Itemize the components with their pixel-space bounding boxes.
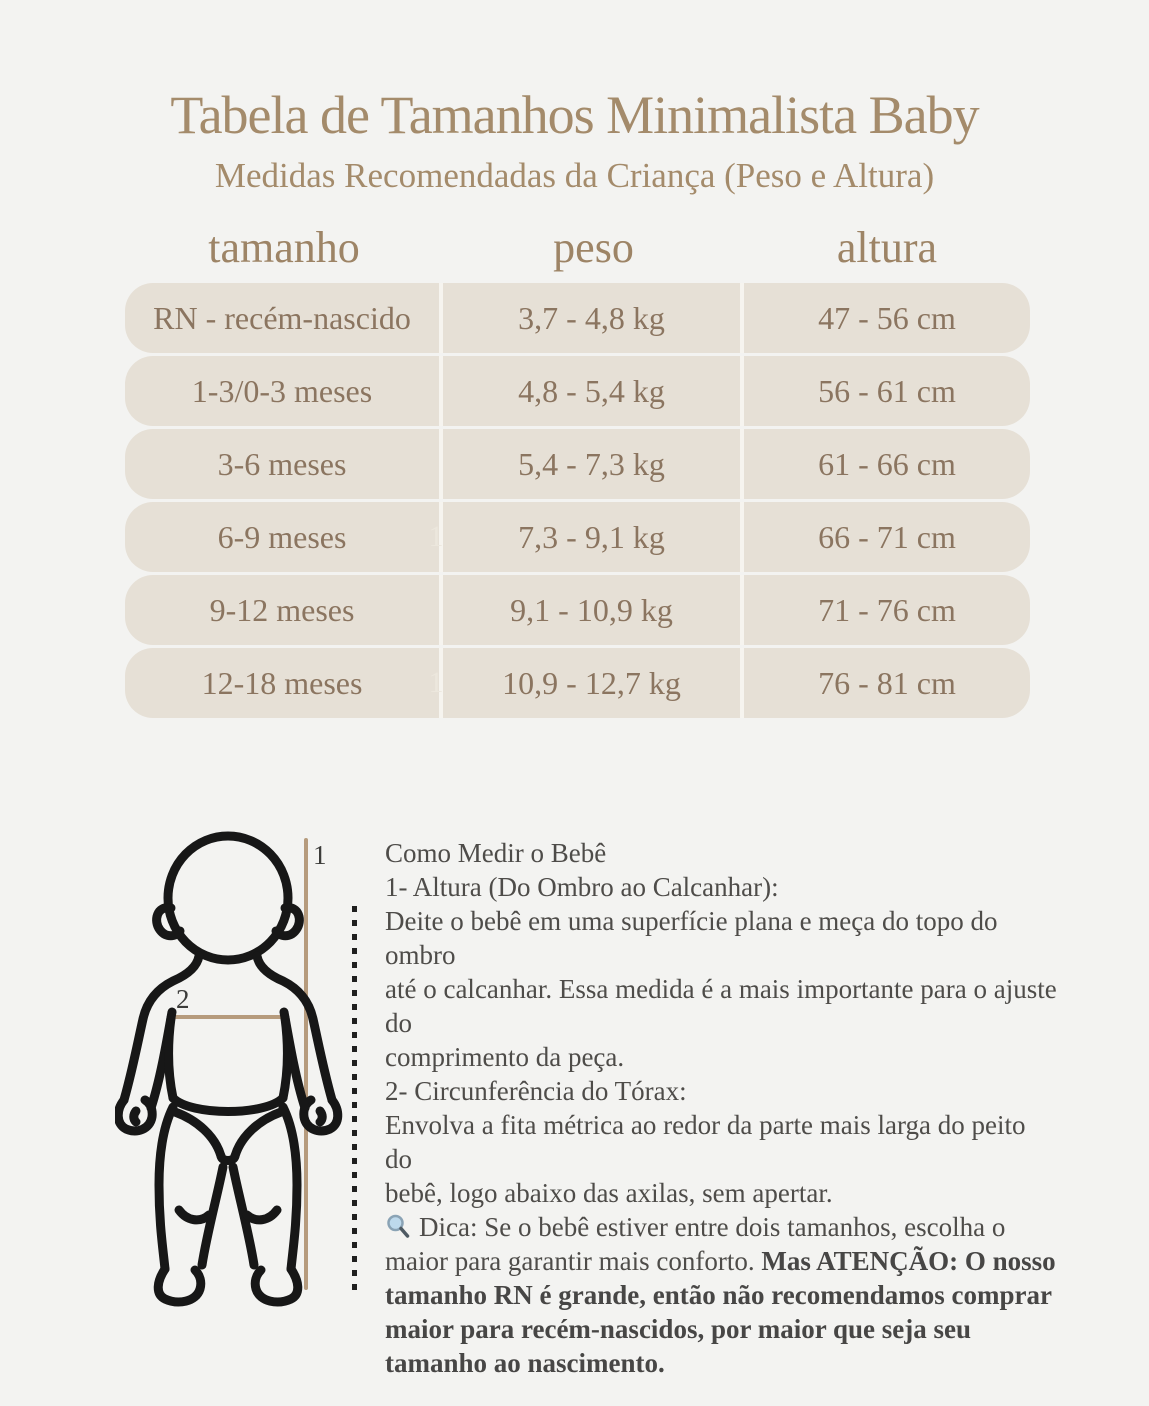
- height-cell: 66 - 71 cm: [818, 518, 956, 555]
- column-header-peso: peso: [553, 222, 634, 272]
- page-subtitle: Medidas Recomendadas da Criança (Peso e …: [214, 156, 935, 195]
- weight-cell: 5,4 - 7,3 kg: [443, 429, 744, 499]
- table-row: RN - recém-nascido 3,7 - 4,8 kg 47 - 56 …: [125, 283, 1030, 353]
- size-cell: 9-12 meses: [125, 575, 443, 645]
- instructions-step2: 2- Circunferência do Tórax: Envolva a fi…: [385, 1076, 1026, 1208]
- baby-outline-illustration: [115, 831, 343, 1307]
- size-table: RN - recém-nascido 3,7 - 4,8 kg 47 - 56 …: [125, 283, 1030, 721]
- chest-measure-line: [168, 1015, 285, 1019]
- weight-cell: 7,3 - 9,1 kg: [443, 502, 744, 572]
- weight-cell: 9,1 - 10,9 kg: [443, 575, 744, 645]
- weight-cell: 10,9 - 12,7 kg: [443, 648, 744, 718]
- height-measure-line: [304, 838, 308, 1290]
- height-marker-label: 1: [313, 840, 327, 870]
- height-cell: 47 - 56 cm: [818, 299, 956, 336]
- table-row: 1-3/0-3 meses 4,8 - 5,4 kg 56 - 61 cm: [125, 356, 1030, 426]
- instructions-heading: Como Medir o Bebê: [385, 838, 607, 868]
- table-row: 9-12 meses 9,1 - 10,9 kg 71 - 76 cm: [125, 575, 1030, 645]
- height-cell: 61 - 66 cm: [818, 445, 956, 482]
- magnifying-glass-icon: [387, 1214, 410, 1238]
- page-title: Tabela de Tamanhos Minimalista Baby: [170, 85, 979, 145]
- height-cell: 71 - 76 cm: [818, 591, 956, 628]
- tip-text-bold: Mas ATENÇÃO: O nosso tamanho RN é grande…: [385, 1246, 1056, 1378]
- size-cell: 1-3/0-3 meses: [125, 356, 443, 426]
- weight-cell: 4,8 - 5,4 kg: [443, 356, 744, 426]
- chest-marker-label: 2: [176, 984, 190, 1014]
- table-row: 3-6 meses 5,4 - 7,3 kg 61 - 66 cm: [125, 429, 1030, 499]
- faint-watermark: 1: [428, 520, 444, 553]
- table-row: 1 6-9 meses 7,3 - 9,1 kg 66 - 71 cm: [125, 502, 1030, 572]
- dotted-divider: [352, 906, 357, 1290]
- size-cell: RN - recém-nascido: [125, 283, 443, 353]
- table-row: 1 12-18 meses 10,9 - 12,7 kg 76 - 81 cm: [125, 648, 1030, 718]
- faint-watermark: 1: [428, 666, 444, 699]
- column-header-tamanho: tamanho: [208, 222, 360, 272]
- size-cell: 6-9 meses: [125, 502, 443, 572]
- size-cell: 12-18 meses: [125, 648, 443, 718]
- instructions-step1: 1- Altura (Do Ombro ao Calcanhar): Deite…: [385, 872, 1057, 1072]
- column-header-altura: altura: [836, 222, 938, 272]
- height-cell: 56 - 61 cm: [818, 372, 956, 409]
- table-column-headers: tamanho peso altura: [125, 218, 1030, 276]
- size-cell: 3-6 meses: [125, 429, 443, 499]
- tip-paragraph: Dica: Se o bebê estiver entre dois taman…: [385, 1210, 1057, 1380]
- measuring-instructions: Como Medir o Bebê 1- Altura (Do Ombro ao…: [385, 836, 1057, 1380]
- weight-cell: 3,7 - 4,8 kg: [443, 283, 744, 353]
- height-cell: 76 - 81 cm: [818, 664, 956, 701]
- tip-text: Dica: Se o bebê estiver entre dois taman…: [385, 1212, 1006, 1276]
